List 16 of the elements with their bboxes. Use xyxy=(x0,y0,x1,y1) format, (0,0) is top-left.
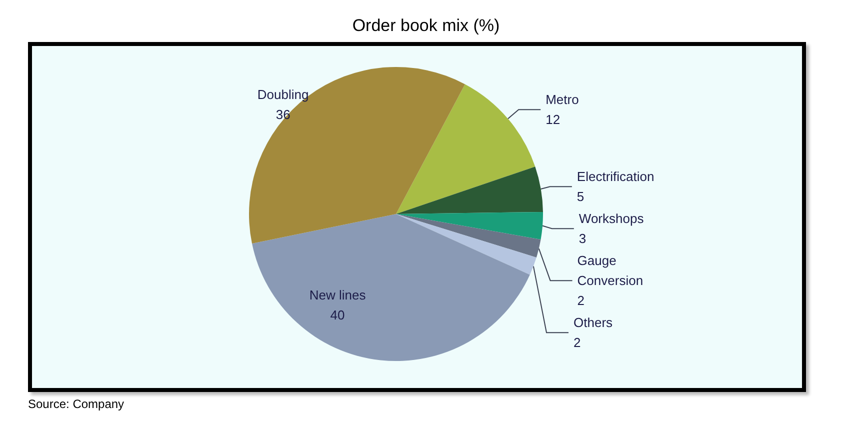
slice-label: Gauge Conversion xyxy=(577,253,644,288)
slice-label: Others xyxy=(574,315,614,330)
source-note: Source: Company xyxy=(28,397,124,411)
data-label: 2 xyxy=(574,335,581,350)
chart-title: Order book mix (%) xyxy=(352,16,500,35)
data-label: 40 xyxy=(330,308,345,323)
data-label: 12 xyxy=(546,112,560,128)
data-label: 3 xyxy=(578,231,586,246)
slice-label: Metro xyxy=(546,92,579,108)
slice-label: New lines xyxy=(309,288,366,303)
data-label: 2 xyxy=(577,293,585,308)
data-label: 36 xyxy=(276,107,290,122)
slice-label: Workshops xyxy=(578,211,644,226)
slice-label: Doubling xyxy=(257,87,309,102)
slice-label: Electrification xyxy=(576,169,654,184)
data-label: 5 xyxy=(576,189,584,204)
